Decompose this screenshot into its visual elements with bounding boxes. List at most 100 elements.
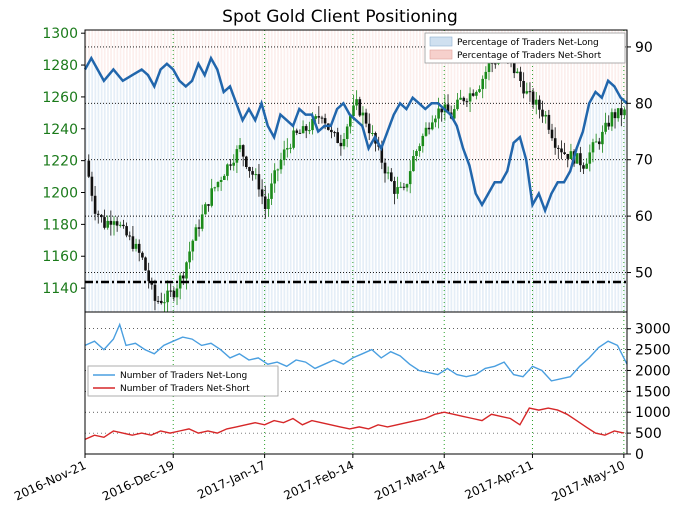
net-long-fill-bar [230,86,232,313]
net-short-fill-bar [374,30,377,138]
down-candle [182,275,185,279]
date-tick-label: 2017-Feb-14 [282,458,357,503]
net-long-fill-bar [475,193,478,312]
net-long-fill-bar [450,114,453,312]
net-short-fill-bar [280,30,283,115]
count-tick-label: 1000 [635,405,671,421]
net-long-fill-bar [315,123,317,312]
down-candle [323,118,327,124]
net-long-fill-bar [422,106,424,312]
net-short-fill-bar [513,30,516,143]
up-candle [468,93,472,102]
down-candle [522,81,525,94]
down-candle [128,235,131,237]
up-candle [601,131,604,145]
net-short-fill-bar [308,30,311,115]
down-candle [169,290,172,292]
net-long-fill-bar [526,159,528,312]
net-short-fill-bar [258,30,261,112]
up-candle [106,220,109,228]
down-candle [248,167,251,172]
up-candle [575,153,579,164]
up-candle [270,183,273,199]
up-candle [569,151,573,159]
up-candle [194,227,198,241]
net-short-fill-bar [425,30,428,109]
net-long-fill-bar [409,103,412,312]
net-long-fill-bar [362,125,365,313]
net-long-fill-bar [589,103,591,312]
legend-net-short-label: Percentage of Traders Net-Short [457,51,602,61]
net-long-fill-bar [170,66,172,312]
net-long-fill-bar [349,114,352,312]
price-axis: 1300 1280 1260 1240 1220 1200 1180 1160 1140 [42,26,85,297]
net-long-fill-bar [504,176,506,312]
net-long-fill-bar [100,75,103,312]
net-long-fill-bar [485,199,487,312]
up-candle [399,186,402,188]
net-short-fill-bar [116,30,119,74]
price-tick-label: 1200 [42,186,78,202]
net-long-fill-bar [579,140,582,312]
down-candle [380,146,384,163]
net-long-fill-bar [494,182,497,312]
down-candle [96,213,100,215]
net-short-fill-bar [343,30,346,104]
net-short-fill-bar [239,30,242,112]
down-candle [90,176,94,196]
down-candle [109,220,113,225]
net-long-fill-bar [437,103,440,312]
down-candle [462,97,466,102]
down-candle [257,174,261,190]
pct-tick-label: 50 [635,266,653,282]
net-short-fill-bar [368,30,371,149]
net-short-fill-bar [450,30,453,115]
up-candle [352,105,355,117]
net-long-fill-bar [365,137,368,312]
net-short-fill-bar [179,30,182,81]
net-long-fill-bar [126,78,128,313]
up-candle [301,126,305,134]
net-short-fill-bar [302,30,305,112]
net-long-fill-bar [519,137,522,312]
down-candle [131,236,135,249]
net-short-fill-bar [390,30,393,124]
up-candle [119,224,122,226]
down-candle [613,112,617,119]
pct-tick-label: 60 [635,209,653,225]
net-long-fill-bar [488,193,491,312]
net-short-fill-bar [494,30,497,183]
down-candle [393,181,396,194]
net-long-fill-bar [529,182,532,312]
up-candle [456,99,459,110]
up-candle [235,149,239,163]
net-short-fill-bar [195,30,198,73]
net-short-fill-bar [97,30,100,70]
down-candle [598,141,601,145]
up-candle [424,127,428,136]
net-short-fill-bar [138,30,141,72]
net-short-fill-bar [267,30,270,126]
down-candle [563,152,566,154]
net-short-fill-bar [151,30,153,81]
down-candle [566,154,570,159]
net-short-fill-bar [504,30,506,177]
net-short-fill-bar [472,30,475,180]
up-candle [421,135,425,147]
net-long-fill-bar [620,97,623,312]
up-candle [481,78,484,90]
net-short-fill-bar [94,30,97,64]
down-candle [519,71,522,81]
down-candle [390,172,393,181]
net-short-fill-bar [242,30,245,121]
net-long-fill-bar [497,182,500,312]
up-candle [200,214,204,229]
net-long-fill-bar [289,123,292,312]
net-long-fill-bar [296,117,298,313]
net-long-fill-bar [129,77,131,312]
net-long-fill-bar [460,137,462,312]
down-candle [317,116,321,118]
net-short-fill-bar [356,30,358,121]
up-candle [276,169,280,171]
